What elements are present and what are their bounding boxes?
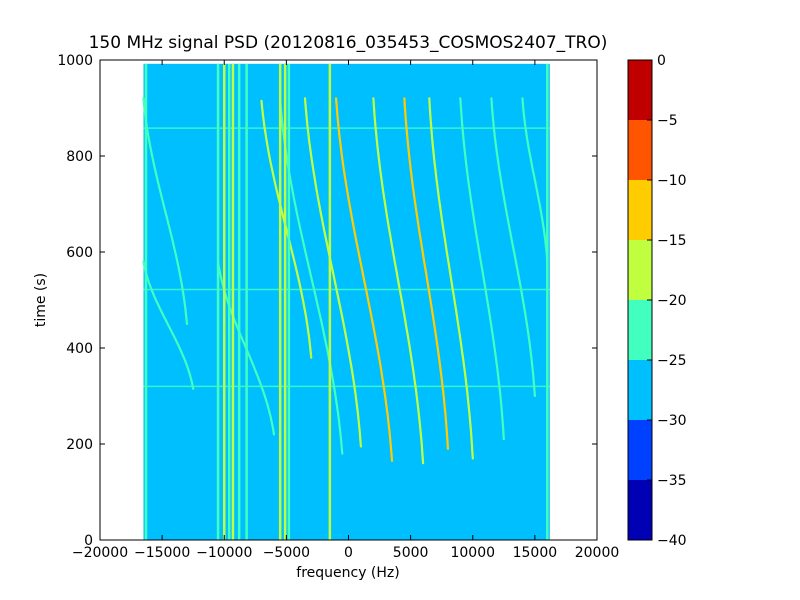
colorbar-segment (628, 420, 652, 480)
doppler-track (279, 99, 344, 455)
colorbar-segment (628, 360, 652, 420)
colorbar-tick-label: −30 (657, 413, 687, 429)
x-tick-label: 15000 (513, 545, 558, 561)
doppler-track (142, 97, 189, 326)
x-tick-label: −15000 (134, 545, 190, 561)
x-tick-label: 20000 (575, 545, 620, 561)
doppler-track (521, 97, 549, 263)
colorbar-tick-label: −5 (657, 113, 678, 129)
x-tick-label: 10000 (450, 545, 495, 561)
doppler-track (303, 97, 362, 448)
y-tick-label: 600 (66, 245, 93, 261)
x-tick-label: −5000 (263, 545, 310, 561)
y-tick-label: 400 (66, 341, 93, 357)
doppler-track (142, 260, 195, 390)
doppler-track (260, 99, 313, 359)
colorbar-tick-label: −10 (657, 173, 687, 189)
x-tick-label: 0 (344, 545, 353, 561)
chart-title: 150 MHz signal PSD (20120816_035453_COSM… (89, 33, 608, 53)
colorbar-tick-label: −35 (657, 473, 687, 489)
heatmap (142, 63, 550, 541)
doppler-track (459, 97, 505, 441)
x-axis: −20000 −15000 −10000 −5000 0 5000 10000 15000 20… (72, 60, 619, 561)
heatmap-background (143, 63, 550, 541)
x-tick-label: −10000 (196, 545, 252, 561)
y-tick-label: 800 (66, 149, 93, 165)
colorbar-segment (628, 300, 652, 360)
colorbar-tick-label: 0 (657, 53, 666, 69)
colorbar-tick-label: −20 (657, 293, 687, 309)
colorbar: −40 −35 −30 −25 −20 −15 −10 −5 0 (627, 53, 687, 549)
plot-area (99, 59, 598, 541)
x-tick-label: −20000 (72, 545, 128, 561)
y-tick-label: 200 (66, 437, 93, 453)
y-axis: 0 200 400 600 800 1000 (57, 53, 597, 549)
y-axis-label: time (s) (33, 273, 49, 327)
colorbar-tick-label: −25 (657, 353, 687, 369)
doppler-track (428, 97, 474, 460)
doppler-track (335, 97, 394, 462)
colorbar-segment (628, 240, 652, 300)
doppler-track (403, 97, 449, 450)
x-axis-label: frequency (Hz) (296, 565, 399, 581)
doppler-track (490, 97, 537, 398)
doppler-track (372, 97, 425, 465)
colorbar-segment (628, 180, 652, 240)
colorbar-tick-label: −15 (657, 233, 687, 249)
x-tick-label: 5000 (393, 545, 429, 561)
y-tick-label: 0 (84, 533, 93, 549)
y-tick-label: 1000 (57, 53, 93, 69)
colorbar-segment (628, 480, 652, 540)
colorbar-segment (628, 120, 652, 180)
colorbar-tick-label: −40 (657, 533, 687, 549)
colorbar-segment (628, 60, 652, 120)
